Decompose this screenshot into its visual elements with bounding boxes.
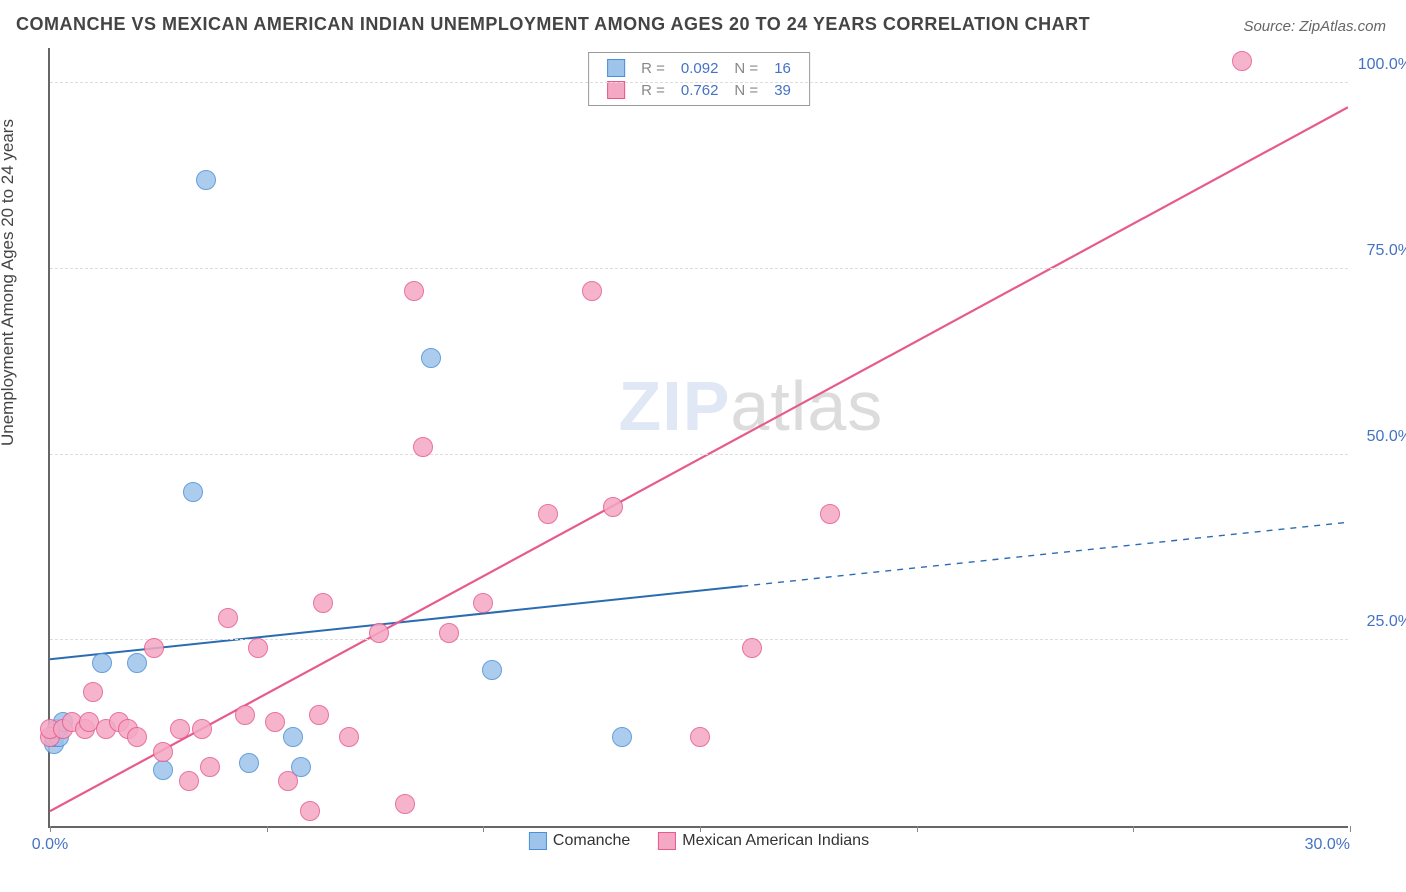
y-tick-label: 100.0% (1352, 56, 1406, 74)
x-tick-mark (483, 826, 484, 832)
legend-series-name: Mexican American Indians (682, 832, 869, 849)
legend-swatch (658, 832, 676, 850)
chart-title: COMANCHE VS MEXICAN AMERICAN INDIAN UNEM… (16, 14, 1090, 35)
scatter-point (339, 727, 359, 747)
x-tick-mark (267, 826, 268, 832)
x-tick-label: 0.0% (32, 836, 68, 854)
gridline (50, 82, 1348, 83)
y-tick-label: 25.0% (1352, 613, 1406, 631)
scatter-point (179, 771, 199, 791)
legend-r-label: R = (633, 57, 673, 79)
scatter-point (603, 497, 623, 517)
legend-row: R =0.092N =16 (599, 57, 799, 79)
legend-item: Mexican American Indians (658, 832, 869, 849)
legend-n-label: N = (726, 57, 766, 79)
legend-r-value: 0.092 (673, 57, 727, 79)
legend-series-name: Comanche (553, 832, 630, 849)
scatter-point (196, 170, 216, 190)
scatter-point (690, 727, 710, 747)
source-label: Source: ZipAtlas.com (1243, 18, 1386, 35)
legend-swatch (607, 81, 625, 99)
scatter-point (218, 608, 238, 628)
x-tick-mark (50, 826, 51, 832)
scatter-point (153, 742, 173, 762)
scatter-point (313, 593, 333, 613)
scatter-point (92, 653, 112, 673)
scatter-point (395, 794, 415, 814)
scatter-point (239, 753, 259, 773)
scatter-point (300, 801, 320, 821)
x-tick-mark (1133, 826, 1134, 832)
scatter-point (421, 348, 441, 368)
scatter-point (153, 760, 173, 780)
scatter-point (127, 653, 147, 673)
scatter-point (127, 727, 147, 747)
y-axis-label: Unemployment Among Ages 20 to 24 years (0, 119, 18, 446)
x-tick-mark (700, 826, 701, 832)
y-tick-label: 50.0% (1352, 428, 1406, 446)
gridline (50, 268, 1348, 269)
legend-swatch (607, 59, 625, 77)
series-legend: Comanche Mexican American Indians (515, 832, 883, 850)
scatter-point (144, 638, 164, 658)
scatter-point (235, 705, 255, 725)
scatter-point (283, 727, 303, 747)
scatter-point (265, 712, 285, 732)
scatter-point (170, 719, 190, 739)
scatter-point (369, 623, 389, 643)
scatter-point (404, 281, 424, 301)
scatter-point (278, 771, 298, 791)
scatter-point (582, 281, 602, 301)
scatter-point (248, 638, 268, 658)
scatter-point (742, 638, 762, 658)
scatter-point (413, 437, 433, 457)
watermark: ZIPatlas (619, 366, 884, 446)
correlation-legend: R =0.092N =16R =0.762N =39 (588, 52, 810, 106)
x-tick-mark (1350, 826, 1351, 832)
scatter-point (200, 757, 220, 777)
scatter-point (439, 623, 459, 643)
scatter-point (83, 682, 103, 702)
y-tick-label: 75.0% (1352, 242, 1406, 260)
plot-area: ZIPatlas R =0.092N =16R =0.762N =39 Coma… (48, 48, 1348, 828)
gridline (50, 454, 1348, 455)
scatter-point (612, 727, 632, 747)
scatter-point (538, 504, 558, 524)
trend-line-dashed (742, 522, 1348, 586)
scatter-point (309, 705, 329, 725)
scatter-point (473, 593, 493, 613)
scatter-point (192, 719, 212, 739)
legend-n-value: 16 (766, 57, 799, 79)
x-tick-label: 30.0% (1305, 836, 1350, 854)
x-tick-mark (917, 826, 918, 832)
gridline (50, 639, 1348, 640)
scatter-point (820, 504, 840, 524)
legend-item: Comanche (529, 832, 630, 849)
scatter-point (482, 660, 502, 680)
legend-swatch (529, 832, 547, 850)
scatter-point (183, 482, 203, 502)
scatter-point (1232, 51, 1252, 71)
